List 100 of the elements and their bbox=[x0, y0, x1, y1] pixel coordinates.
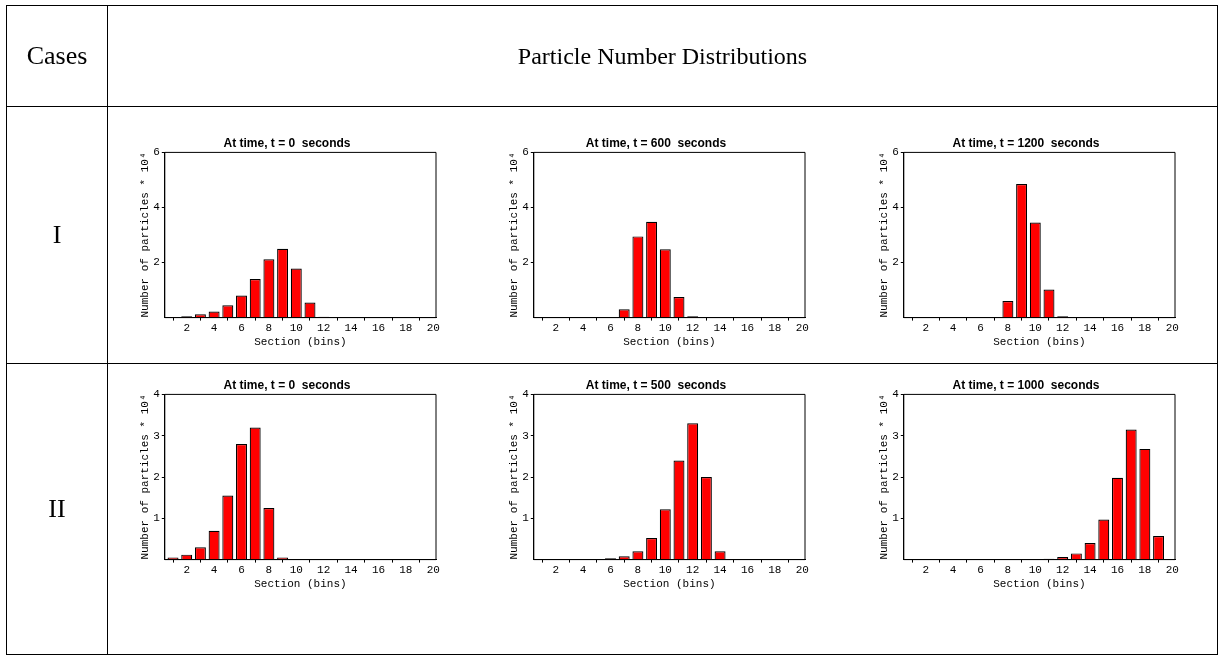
text: I bbox=[6, 106, 108, 364]
x-tick-label: 14 bbox=[713, 564, 728, 577]
chart-title: At time, t = 0 seconds bbox=[223, 377, 351, 392]
x-tick-label: 16 bbox=[371, 564, 385, 577]
y-tick-label: 3 bbox=[522, 429, 530, 442]
y-tick-label: 4 bbox=[892, 388, 900, 401]
x-tick-label: 2 bbox=[183, 564, 190, 577]
x-axis-title: Section (bins) bbox=[993, 578, 1086, 591]
x-tick-label: 20 bbox=[1165, 321, 1179, 334]
x-tick-label: 20 bbox=[796, 321, 810, 334]
text: II bbox=[6, 363, 108, 655]
x-tick-label: 20 bbox=[796, 564, 810, 577]
y-tick-label: 4 bbox=[522, 200, 530, 213]
y-tick-label: 3 bbox=[892, 429, 899, 442]
x-tick-label: 18 bbox=[399, 564, 413, 577]
chart-title: At time, t = 0 seconds bbox=[223, 135, 351, 150]
text: Particle Number Distributions bbox=[107, 5, 1218, 107]
x-tick-label: 6 bbox=[977, 321, 984, 334]
x-tick-label: 12 bbox=[686, 564, 700, 577]
x-tick-label: 14 bbox=[344, 564, 358, 577]
x-tick-label: 10 bbox=[659, 321, 673, 334]
x-tick-label: 8 bbox=[1004, 321, 1012, 334]
x-tick-label: 8 bbox=[265, 564, 273, 577]
x-tick-label: 14 bbox=[1083, 564, 1098, 577]
y-tick-label: 4 bbox=[153, 388, 161, 401]
y-axis-title: Number of particles * 10⁴ bbox=[877, 151, 890, 318]
chart-title: At time, t = 1200 seconds bbox=[952, 135, 1100, 150]
y-axis-title: Number of particles * 10⁴ bbox=[877, 394, 890, 560]
x-tick-label: 16 bbox=[1111, 564, 1125, 577]
y-axis-title: Number of particles * 10⁴ bbox=[138, 394, 151, 560]
chart-title: At time, t = 500 seconds bbox=[586, 377, 727, 392]
x-tick-label: 12 bbox=[316, 564, 331, 577]
x-tick-label: 6 bbox=[238, 321, 245, 334]
x-tick-label: 18 bbox=[768, 564, 782, 577]
x-tick-label: 12 bbox=[1056, 321, 1070, 334]
y-tick-label: 2 bbox=[892, 255, 899, 268]
x-axis-title: Section (bins) bbox=[623, 335, 717, 348]
x-tick-label: 16 bbox=[741, 564, 755, 577]
y-tick-label: 2 bbox=[892, 470, 899, 483]
y-tick-label: 4 bbox=[522, 388, 530, 401]
x-tick-label: 12 bbox=[316, 321, 331, 334]
x-tick-label: 6 bbox=[607, 564, 615, 577]
x-tick-label: 16 bbox=[371, 321, 385, 334]
x-tick-label: 4 bbox=[580, 321, 588, 334]
y-tick-label: 1 bbox=[153, 512, 161, 525]
x-tick-label: 18 bbox=[1138, 564, 1152, 577]
x-tick-label: 2 bbox=[922, 564, 930, 577]
y-axis-title: Number of particles * 10⁴ bbox=[138, 151, 151, 318]
x-tick-label: 14 bbox=[713, 321, 728, 334]
x-tick-label: 10 bbox=[1028, 321, 1043, 334]
x-tick-label: 4 bbox=[949, 321, 957, 334]
x-axis-title: Section (bins) bbox=[993, 335, 1086, 348]
x-tick-label: 8 bbox=[1004, 564, 1012, 577]
x-tick-label: 10 bbox=[1028, 564, 1043, 577]
y-axis-title: Number of particles * 10⁴ bbox=[507, 394, 520, 560]
y-tick-label: 1 bbox=[892, 512, 900, 525]
x-tick-label: 20 bbox=[1165, 564, 1179, 577]
x-tick-label: 14 bbox=[344, 321, 358, 334]
x-tick-label: 18 bbox=[1138, 321, 1152, 334]
x-tick-label: 4 bbox=[210, 564, 218, 577]
y-tick-label: 3 bbox=[153, 429, 160, 442]
x-axis-title: Section (bins) bbox=[254, 578, 347, 591]
x-tick-label: 4 bbox=[949, 564, 957, 577]
x-tick-label: 8 bbox=[635, 321, 642, 334]
x-tick-label: 8 bbox=[635, 564, 642, 577]
x-tick-label: 2 bbox=[552, 321, 560, 334]
y-tick-label: 2 bbox=[522, 255, 530, 268]
x-tick-label: 2 bbox=[922, 321, 930, 334]
x-tick-label: 20 bbox=[426, 564, 440, 577]
x-tick-label: 2 bbox=[183, 321, 190, 334]
x-tick-label: 14 bbox=[1083, 321, 1098, 334]
x-tick-label: 20 bbox=[426, 321, 440, 334]
x-tick-label: 6 bbox=[977, 564, 984, 577]
x-tick-label: 10 bbox=[289, 564, 303, 577]
x-tick-label: 4 bbox=[210, 321, 218, 334]
y-tick-label: 2 bbox=[153, 470, 160, 483]
x-tick-label: 12 bbox=[1056, 564, 1070, 577]
x-tick-label: 10 bbox=[659, 564, 673, 577]
x-tick-label: 12 bbox=[686, 321, 700, 334]
y-axis-title: Number of particles * 10⁴ bbox=[507, 151, 520, 318]
x-tick-label: 8 bbox=[265, 321, 273, 334]
text: Cases bbox=[6, 5, 108, 107]
y-tick-label: 2 bbox=[153, 255, 160, 268]
y-tick-label: 6 bbox=[892, 145, 899, 158]
x-tick-label: 18 bbox=[768, 321, 782, 334]
y-tick-label: 6 bbox=[153, 145, 160, 158]
x-axis-title: Section (bins) bbox=[254, 335, 347, 348]
x-tick-label: 2 bbox=[552, 564, 560, 577]
x-tick-label: 10 bbox=[289, 321, 303, 334]
x-tick-label: 6 bbox=[238, 564, 245, 577]
x-tick-label: 16 bbox=[741, 321, 755, 334]
chart-title: At time, t = 1000 seconds bbox=[952, 377, 1100, 392]
y-tick-label: 4 bbox=[892, 200, 900, 213]
x-tick-label: 4 bbox=[580, 564, 588, 577]
y-tick-label: 1 bbox=[522, 512, 530, 525]
x-tick-label: 6 bbox=[607, 321, 615, 334]
chart-title: At time, t = 600 seconds bbox=[586, 135, 727, 150]
x-tick-label: 16 bbox=[1111, 321, 1125, 334]
x-axis-title: Section (bins) bbox=[623, 578, 717, 591]
y-tick-label: 6 bbox=[522, 145, 530, 158]
